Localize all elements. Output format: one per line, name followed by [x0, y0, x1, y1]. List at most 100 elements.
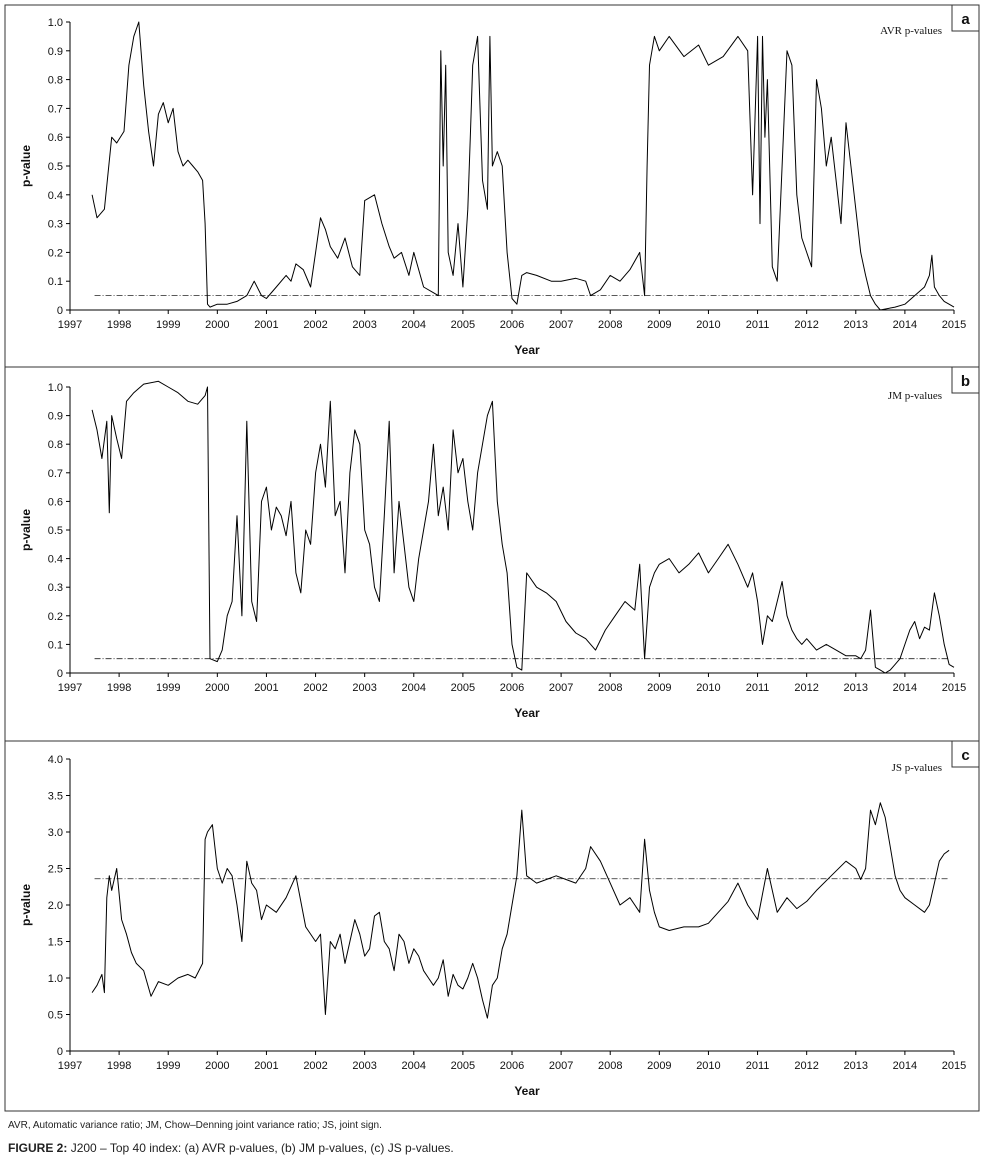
y-tick-label: 1.5 — [48, 937, 63, 949]
panel-letter-box — [951, 740, 980, 768]
panel-frame — [4, 4, 980, 368]
panel-letter: a — [961, 11, 970, 28]
x-tick-label: 2015 — [942, 319, 966, 331]
y-tick-label: 2.5 — [48, 864, 63, 876]
x-tick-label: 1999 — [156, 682, 180, 694]
x-tick-label: 2013 — [844, 1060, 868, 1072]
y-tick-label: 1.0 — [48, 382, 63, 394]
x-tick-label: 2004 — [402, 682, 426, 694]
x-tick-label: 2013 — [844, 682, 868, 694]
chart-panel-c: 0 0.5 1.0 1.5 2.0 2.5 3.0 3.5 4.0 1997 1998 1999 200… — [4, 740, 980, 1112]
x-tick-label: 2002 — [303, 1060, 327, 1072]
y-tick-label: 0.9 — [48, 46, 63, 58]
x-tick-label: 2014 — [893, 1060, 917, 1072]
y-tick-label: 0.7 — [48, 468, 63, 480]
y-tick-label: 0.4 — [48, 554, 63, 566]
y-tick-label: 0 — [57, 305, 63, 317]
x-tick-label: 2014 — [893, 319, 917, 331]
x-tick-label: 2000 — [205, 682, 229, 694]
chart-panel-a: 0 0.1 0.2 0.3 0.4 0.5 0.6 0.7 0.8 0.9 1.0 1997 1998 1… — [4, 4, 980, 368]
x-tick-label: 2010 — [696, 319, 720, 331]
x-tick-label: 2014 — [893, 682, 917, 694]
x-tick-label: 2000 — [205, 1060, 229, 1072]
x-tick-label: 2005 — [451, 682, 475, 694]
y-tick-label: 1.0 — [48, 17, 63, 29]
x-tick-label: 2001 — [254, 682, 278, 694]
x-tick-label: 2012 — [794, 1060, 818, 1072]
x-tick-label: 2007 — [549, 682, 573, 694]
x-tick-label: 2008 — [598, 682, 622, 694]
series-line — [91, 380, 955, 674]
x-tick-label: 1998 — [107, 1060, 131, 1072]
x-tick-label: 2015 — [942, 1060, 966, 1072]
x-tick-label: 2010 — [696, 682, 720, 694]
x-tick-label: 1997 — [58, 319, 82, 331]
y-tick-label: 0.5 — [48, 161, 63, 173]
x-tick-label: 2013 — [844, 319, 868, 331]
x-tick-label: 2002 — [303, 682, 327, 694]
x-tick-label: 2007 — [549, 1060, 573, 1072]
y-tick-label: 1.0 — [48, 973, 63, 985]
y-tick-label: 0.2 — [48, 247, 63, 259]
panel-letter: c — [961, 747, 969, 764]
y-tick-label: 0.1 — [48, 639, 63, 651]
legend-label: JM p-values — [888, 390, 942, 402]
x-tick-label: 1997 — [58, 1060, 82, 1072]
x-tick-label: 1998 — [107, 682, 131, 694]
x-tick-label: 2009 — [647, 319, 671, 331]
y-tick-label: 3.0 — [48, 827, 63, 839]
panel-letter: b — [961, 373, 970, 390]
y-tick-label: 3.5 — [48, 791, 63, 803]
x-tick-label: 2001 — [254, 1060, 278, 1072]
series-line — [91, 21, 955, 311]
y-tick-label: 0.6 — [48, 496, 63, 508]
panel-letter-box — [951, 366, 980, 394]
x-tick-label: 2005 — [451, 1060, 475, 1072]
y-tick-label: 0 — [57, 668, 63, 680]
y-tick-label: 2.0 — [48, 900, 63, 912]
x-axis-label: Year — [514, 706, 540, 720]
x-tick-label: 2011 — [746, 319, 770, 331]
x-tick-label: 2003 — [352, 319, 376, 331]
caption-text: J200 – Top 40 index: (a) AVR p-values, (… — [70, 1141, 454, 1155]
x-tick-label: 2006 — [500, 319, 524, 331]
y-tick-label: 0.5 — [48, 525, 63, 537]
caption-label: FIGURE 2: — [8, 1141, 68, 1155]
panel-frame — [4, 740, 980, 1112]
y-axis-label: p-value — [19, 509, 33, 551]
y-tick-label: 0.8 — [48, 75, 63, 87]
x-tick-label: 2005 — [451, 319, 475, 331]
x-tick-label: 2002 — [303, 319, 327, 331]
x-tick-label: 2008 — [598, 1060, 622, 1072]
y-tick-label: 4.0 — [48, 754, 63, 766]
x-tick-label: 2004 — [402, 1060, 426, 1072]
x-axis-label: Year — [514, 1084, 540, 1098]
y-tick-label: 0.5 — [48, 1010, 63, 1022]
x-tick-label: 1999 — [156, 1060, 180, 1072]
x-tick-label: 2003 — [352, 682, 376, 694]
y-tick-label: 0.8 — [48, 439, 63, 451]
x-tick-label: 1998 — [107, 319, 131, 331]
y-tick-label: 0.3 — [48, 219, 63, 231]
footnote: AVR, Automatic variance ratio; JM, Chow–… — [8, 1120, 382, 1131]
x-tick-label: 2011 — [746, 682, 770, 694]
x-tick-label: 2006 — [500, 682, 524, 694]
panel-frame — [4, 366, 980, 742]
x-tick-label: 2009 — [647, 1060, 671, 1072]
x-tick-label: 1997 — [58, 682, 82, 694]
x-axis-label: Year — [514, 343, 540, 357]
y-tick-label: 0.1 — [48, 276, 63, 288]
series-line — [91, 802, 950, 1019]
y-tick-label: 0.4 — [48, 190, 63, 202]
y-tick-label: 0.7 — [48, 103, 63, 115]
chart-panel-b: 0 0.1 0.2 0.3 0.4 0.5 0.6 0.7 0.8 0.9 1.0 1997 1998 1… — [4, 366, 980, 742]
x-tick-label: 2010 — [696, 1060, 720, 1072]
x-tick-label: 2008 — [598, 319, 622, 331]
y-tick-label: 0.9 — [48, 411, 63, 423]
legend-label: JS p-values — [892, 762, 942, 774]
y-tick-label: 0.2 — [48, 611, 63, 623]
x-tick-label: 2011 — [746, 1060, 770, 1072]
y-axis-label: p-value — [19, 884, 33, 926]
y-tick-label: 0.3 — [48, 582, 63, 594]
